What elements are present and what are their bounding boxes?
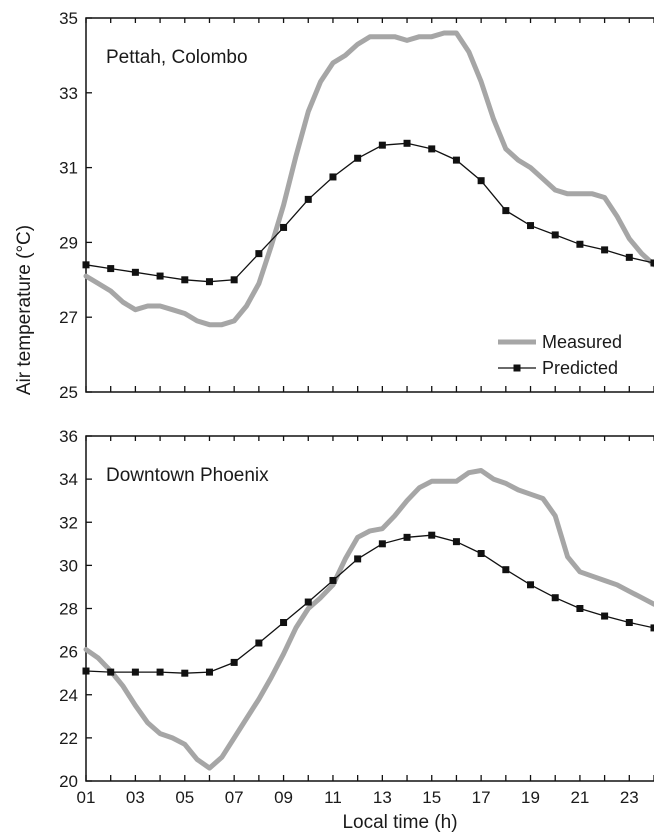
predicted-point xyxy=(477,550,485,558)
predicted-point xyxy=(428,531,436,539)
y-tick-label: 28 xyxy=(59,600,78,619)
plot-frame xyxy=(85,435,654,782)
panel-pettah-colombo: 25 27 29 31 33 35 Pettah, Colombo Measured Predi… xyxy=(59,9,654,402)
predicted-point xyxy=(576,605,584,612)
plot-frame xyxy=(85,17,654,393)
y-tick-label: 27 xyxy=(59,308,78,327)
series-predicted-line xyxy=(85,534,654,674)
y-axis-title: Air temperature (°C) xyxy=(14,225,35,395)
predicted-point xyxy=(82,261,90,269)
predicted-point xyxy=(452,538,460,546)
series-predicted-line xyxy=(85,142,654,283)
predicted-point xyxy=(280,619,288,627)
predicted-point xyxy=(551,594,559,602)
predicted-point xyxy=(181,669,189,677)
predicted-point xyxy=(329,576,337,584)
predicted-point xyxy=(403,139,411,147)
predicted-point xyxy=(551,231,559,239)
x-tick-label: 23 xyxy=(620,788,639,807)
predicted-point xyxy=(156,272,164,280)
y-tick-label: 26 xyxy=(59,643,78,662)
predicted-point xyxy=(181,276,189,284)
y-tick-label: 24 xyxy=(59,686,78,705)
panel-downtown-phoenix: 20 22 24 26 28 30 32 34 36 01 03 05 07 09 11 13 15 17 19 21… xyxy=(59,427,654,807)
x-tick-label: 11 xyxy=(324,788,342,807)
predicted-point xyxy=(625,253,633,261)
predicted-point xyxy=(650,259,654,267)
legend-measured-label: Measured xyxy=(542,332,622,352)
predicted-point xyxy=(502,207,510,215)
predicted-point xyxy=(477,177,485,185)
predicted-point xyxy=(576,240,584,248)
x-tick-label: 05 xyxy=(175,788,194,807)
x-tick-label: 07 xyxy=(225,788,244,807)
predicted-point xyxy=(131,268,139,276)
predicted-point xyxy=(304,598,312,606)
predicted-point xyxy=(527,581,535,589)
y-tick-label: 33 xyxy=(59,84,78,103)
x-axis-title: Local time (h) xyxy=(342,812,457,833)
predicted-point xyxy=(107,668,115,676)
panel-title: Pettah, Colombo xyxy=(106,47,248,68)
predicted-point xyxy=(156,668,164,676)
predicted-point xyxy=(255,250,263,258)
predicted-point xyxy=(280,223,288,231)
predicted-point xyxy=(601,612,609,620)
panel-title: Downtown Phoenix xyxy=(106,465,269,486)
x-tick-label: 13 xyxy=(373,788,392,807)
predicted-point xyxy=(428,145,436,153)
predicted-point xyxy=(378,141,386,149)
predicted-point xyxy=(205,668,213,676)
y-tick-label: 20 xyxy=(59,772,78,791)
predicted-point xyxy=(329,173,337,181)
x-tick-label: 03 xyxy=(126,788,145,807)
predicted-point xyxy=(378,540,386,548)
predicted-point xyxy=(354,154,362,162)
y-tick-label: 34 xyxy=(59,470,78,489)
predicted-point xyxy=(205,278,213,286)
predicted-point xyxy=(354,555,362,563)
x-tick-label: 01 xyxy=(77,788,96,807)
y-tick-label: 32 xyxy=(59,513,78,532)
predicted-point xyxy=(304,195,312,203)
predicted-point xyxy=(452,156,460,164)
x-tick-label: 21 xyxy=(570,788,589,807)
predicted-point xyxy=(82,667,90,675)
predicted-point xyxy=(502,566,510,574)
predicted-point xyxy=(131,668,139,676)
y-tick-label: 36 xyxy=(59,427,78,446)
y-tick-label: 30 xyxy=(59,556,78,575)
predicted-point xyxy=(650,624,654,632)
predicted-point xyxy=(403,533,411,541)
x-tick-label: 09 xyxy=(274,788,293,807)
predicted-point xyxy=(527,222,535,230)
y-tick-label: 29 xyxy=(59,233,78,252)
x-tick-label: 15 xyxy=(422,788,441,807)
x-tick-label: 19 xyxy=(521,788,540,807)
predicted-point xyxy=(107,265,115,273)
y-tick-label: 22 xyxy=(59,729,78,748)
y-tick-label: 35 xyxy=(59,9,78,28)
predicted-point xyxy=(230,658,238,666)
y-tick-label: 31 xyxy=(59,159,78,178)
legend-predicted-label: Predicted xyxy=(542,358,618,378)
x-tick-label: 17 xyxy=(472,788,491,807)
legend-predicted-marker xyxy=(513,364,521,372)
predicted-point xyxy=(625,619,633,627)
y-tick-label: 25 xyxy=(59,383,78,402)
predicted-point xyxy=(601,246,609,254)
predicted-point xyxy=(230,276,238,284)
series-measured-line xyxy=(83,30,654,328)
series-measured-line xyxy=(83,468,654,771)
predicted-point xyxy=(255,639,263,647)
